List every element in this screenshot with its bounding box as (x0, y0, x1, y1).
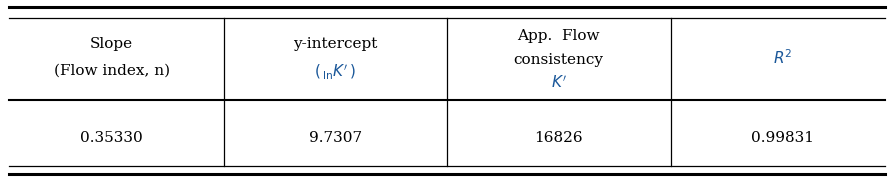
Text: 9.7307: 9.7307 (308, 131, 362, 145)
Text: $(\,_{\mathrm{ln}}K'\,)$: $(\,_{\mathrm{ln}}K'\,)$ (314, 62, 357, 81)
Text: (Flow index, n): (Flow index, n) (54, 63, 170, 77)
Text: y-intercept: y-intercept (293, 37, 377, 51)
Text: $R^2$: $R^2$ (772, 48, 792, 67)
Text: 0.35330: 0.35330 (80, 131, 143, 145)
Text: App.  Flow: App. Flow (518, 30, 600, 43)
Text: 16826: 16826 (535, 131, 583, 145)
Text: $K'$: $K'$ (551, 74, 567, 91)
Text: consistency: consistency (514, 53, 603, 67)
Text: Slope: Slope (90, 37, 133, 51)
Text: 0.99831: 0.99831 (751, 131, 814, 145)
